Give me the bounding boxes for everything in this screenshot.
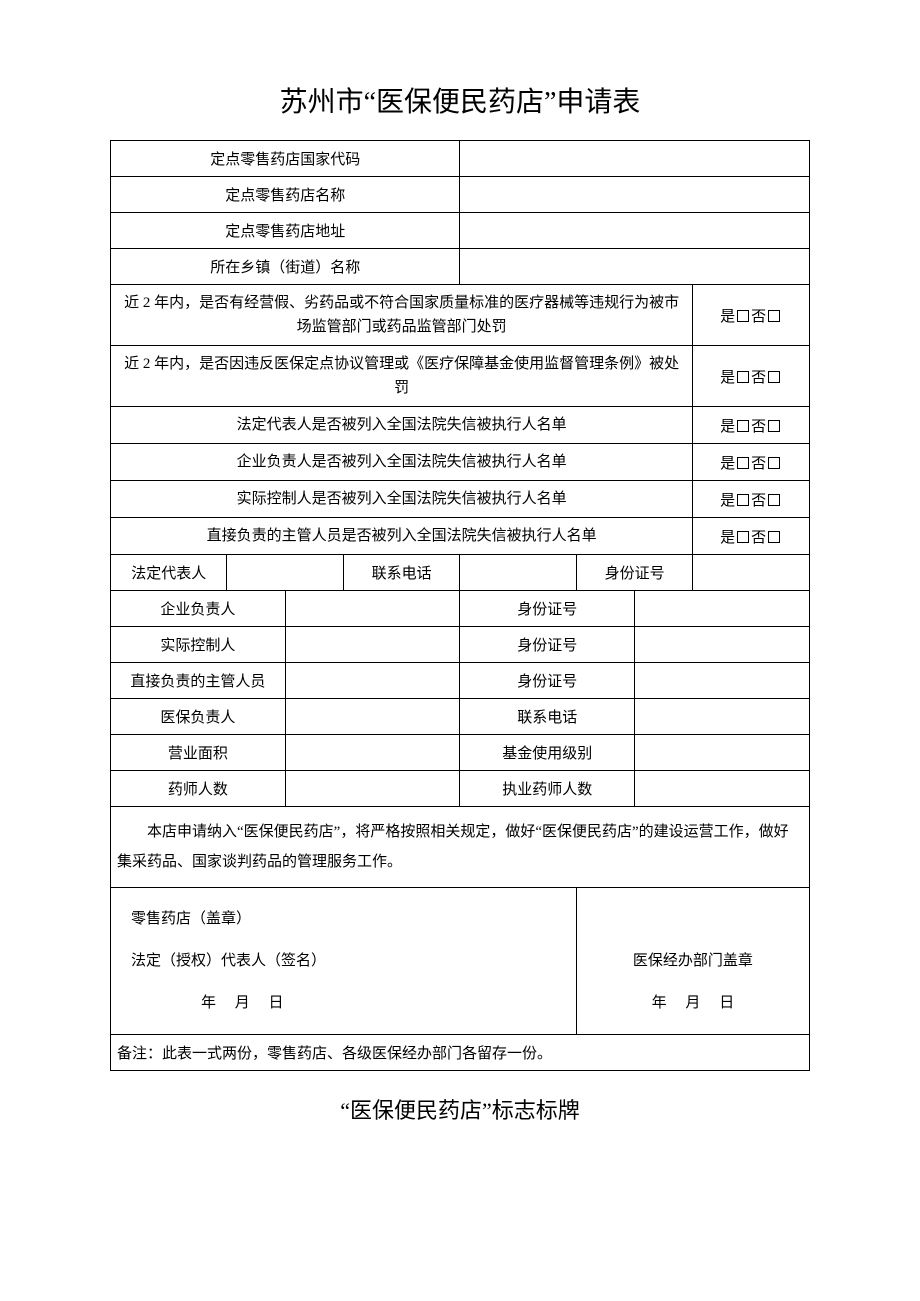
- yn-q3[interactable]: 是否: [693, 407, 810, 444]
- row-store-name: 定点零售药店名称: [111, 177, 810, 213]
- row-q4: 企业负责人是否被列入全国法院失信被执行人名单 是否: [111, 444, 810, 481]
- yn-q1[interactable]: 是否: [693, 285, 810, 346]
- row-note: 备注：此表一式两份，零售药店、各级医保经办部门各留存一份。: [111, 1035, 810, 1071]
- row-q3: 法定代表人是否被列入全国法院失信被执行人名单 是否: [111, 407, 810, 444]
- label-actual-ctrl: 实际控制人: [111, 627, 286, 663]
- label-township: 所在乡镇（街道）名称: [111, 249, 460, 285]
- input-corp-id[interactable]: [635, 591, 810, 627]
- label-fund-level: 基金使用级别: [460, 735, 635, 771]
- right-date-line: 年 月 日: [583, 982, 803, 1024]
- label-medins-phone: 联系电话: [460, 699, 635, 735]
- input-pharm-count[interactable]: [285, 771, 460, 807]
- input-supervisor-id[interactable]: [635, 663, 810, 699]
- label-store-name: 定点零售药店名称: [111, 177, 460, 213]
- label-supervisor-id: 身份证号: [460, 663, 635, 699]
- input-national-code[interactable]: [460, 141, 810, 177]
- label-legal-rep: 法定代表人: [111, 555, 227, 591]
- input-fund-level[interactable]: [635, 735, 810, 771]
- checkbox-icon: [737, 494, 749, 506]
- label-corp-id: 身份证号: [460, 591, 635, 627]
- input-actual-ctrl[interactable]: [285, 627, 460, 663]
- checkbox-icon: [768, 371, 780, 383]
- checkbox-icon: [737, 531, 749, 543]
- checkbox-icon: [737, 457, 749, 469]
- input-supervisor[interactable]: [285, 663, 460, 699]
- input-area[interactable]: [285, 735, 460, 771]
- input-actual-id[interactable]: [635, 627, 810, 663]
- input-store-address[interactable]: [460, 213, 810, 249]
- yn-q5[interactable]: 是否: [693, 481, 810, 518]
- yn-q2[interactable]: 是否: [693, 346, 810, 407]
- row-signatures: 零售药店（盖章） 法定（授权）代表人（签名） 年 月 日 医保经办部门盖章 年 …: [111, 888, 810, 1035]
- input-id-no[interactable]: [693, 555, 810, 591]
- label-phone: 联系电话: [343, 555, 459, 591]
- checkbox-icon: [768, 457, 780, 469]
- row-q2: 近 2 年内，是否因违反医保定点协议管理或《医疗保障基金使用监督管理条例》被处罚…: [111, 346, 810, 407]
- checkbox-icon: [737, 371, 749, 383]
- checkbox-icon: [768, 420, 780, 432]
- label-q4: 企业负责人是否被列入全国法院失信被执行人名单: [111, 444, 693, 481]
- row-pharm-count: 药师人数 执业药师人数: [111, 771, 810, 807]
- row-q5: 实际控制人是否被列入全国法院失信被执行人名单 是否: [111, 481, 810, 518]
- label-area: 营业面积: [111, 735, 286, 771]
- row-legal-rep: 法定代表人 联系电话 身份证号: [111, 555, 810, 591]
- label-q6: 直接负责的主管人员是否被列入全国法院失信被执行人名单: [111, 518, 693, 555]
- input-phone[interactable]: [460, 555, 576, 591]
- label-supervisor: 直接负责的主管人员: [111, 663, 286, 699]
- store-seal-line: 零售药店（盖章）: [131, 898, 556, 940]
- row-township: 所在乡镇（街道）名称: [111, 249, 810, 285]
- yn-q6[interactable]: 是否: [693, 518, 810, 555]
- row-store-address: 定点零售药店地址: [111, 213, 810, 249]
- label-pharm-count: 药师人数: [111, 771, 286, 807]
- yn-q4[interactable]: 是否: [693, 444, 810, 481]
- label-q2: 近 2 年内，是否因违反医保定点协议管理或《医疗保障基金使用监督管理条例》被处罚: [111, 346, 693, 407]
- row-corp-head: 企业负责人 身份证号: [111, 591, 810, 627]
- row-medins-head: 医保负责人 联系电话: [111, 699, 810, 735]
- left-date-line: 年 月 日: [131, 982, 556, 1024]
- subtitle: “医保便民药店”标志标牌: [110, 1093, 810, 1125]
- page-title: 苏州市“医保便民药店”申请表: [110, 80, 810, 120]
- input-legal-rep[interactable]: [227, 555, 343, 591]
- signature-left: 零售药店（盖章） 法定（授权）代表人（签名） 年 月 日: [111, 888, 577, 1035]
- checkbox-icon: [768, 310, 780, 322]
- input-corp-head[interactable]: [285, 591, 460, 627]
- checkbox-icon: [768, 531, 780, 543]
- row-q1: 近 2 年内，是否有经营假、劣药品或不符合国家质量标准的医疗器械等违规行为被市场…: [111, 285, 810, 346]
- declaration-text: 本店申请纳入“医保便民药店”，将严格按照相关规定，做好“医保便民药店”的建设运营…: [117, 817, 803, 877]
- row-actual-ctrl: 实际控制人 身份证号: [111, 627, 810, 663]
- input-medins-phone[interactable]: [635, 699, 810, 735]
- checkbox-icon: [737, 310, 749, 322]
- checkbox-icon: [737, 420, 749, 432]
- agency-seal-line: 医保经办部门盖章: [583, 940, 803, 982]
- label-lic-pharm: 执业药师人数: [460, 771, 635, 807]
- row-supervisor: 直接负责的主管人员 身份证号: [111, 663, 810, 699]
- label-actual-id: 身份证号: [460, 627, 635, 663]
- label-q5: 实际控制人是否被列入全国法院失信被执行人名单: [111, 481, 693, 518]
- label-corp-head: 企业负责人: [111, 591, 286, 627]
- label-id-no: 身份证号: [576, 555, 692, 591]
- row-national-code: 定点零售药店国家代码: [111, 141, 810, 177]
- input-township[interactable]: [460, 249, 810, 285]
- row-declaration: 本店申请纳入“医保便民药店”，将严格按照相关规定，做好“医保便民药店”的建设运营…: [111, 807, 810, 888]
- label-national-code: 定点零售药店国家代码: [111, 141, 460, 177]
- row-area: 营业面积 基金使用级别: [111, 735, 810, 771]
- label-medins-head: 医保负责人: [111, 699, 286, 735]
- label-q1: 近 2 年内，是否有经营假、劣药品或不符合国家质量标准的医疗器械等违规行为被市场…: [111, 285, 693, 346]
- row-q6: 直接负责的主管人员是否被列入全国法院失信被执行人名单 是否: [111, 518, 810, 555]
- checkbox-icon: [768, 494, 780, 506]
- application-form-table: 定点零售药店国家代码 定点零售药店名称 定点零售药店地址 所在乡镇（街道）名称 …: [110, 140, 810, 1071]
- input-medins-head[interactable]: [285, 699, 460, 735]
- input-lic-pharm[interactable]: [635, 771, 810, 807]
- rep-sign-line: 法定（授权）代表人（签名）: [131, 940, 556, 982]
- label-q3: 法定代表人是否被列入全国法院失信被执行人名单: [111, 407, 693, 444]
- signature-right: 医保经办部门盖章 年 月 日: [576, 888, 809, 1035]
- input-store-name[interactable]: [460, 177, 810, 213]
- label-store-address: 定点零售药店地址: [111, 213, 460, 249]
- note-text: 备注：此表一式两份，零售药店、各级医保经办部门各留存一份。: [111, 1035, 810, 1071]
